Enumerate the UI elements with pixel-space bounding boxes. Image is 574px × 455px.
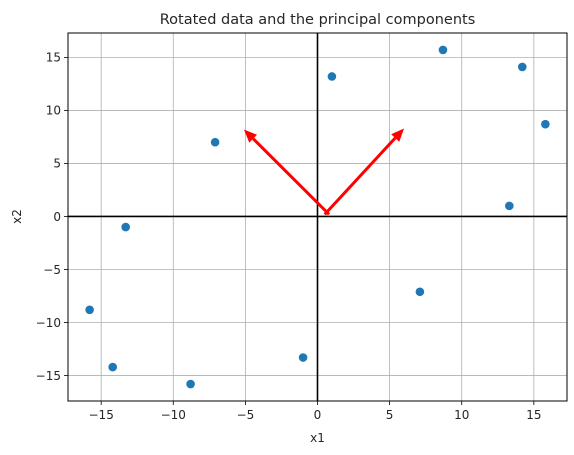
y-tick-label: 10 xyxy=(46,104,61,118)
x-tick-label: 5 xyxy=(386,408,394,422)
data-point xyxy=(108,362,118,372)
x-axis-label: x1 xyxy=(310,431,325,445)
x-tick-label: 0 xyxy=(314,408,322,422)
x-tick-label: −15 xyxy=(89,408,114,422)
x-tick-label: −10 xyxy=(161,408,186,422)
y-axis-ticks: −15 −10 −5 0 5 10 15 xyxy=(36,51,68,383)
data-point xyxy=(298,353,308,362)
reference-lines xyxy=(68,33,567,401)
data-point xyxy=(438,45,448,55)
y-tick-label: −5 xyxy=(43,263,61,277)
data-point xyxy=(327,72,337,81)
y-tick-label: 15 xyxy=(46,51,61,65)
data-point xyxy=(541,119,550,129)
chart-title: Rotated data and the principal component… xyxy=(160,12,476,28)
x-tick-label: −5 xyxy=(237,408,255,422)
arrow-shaft xyxy=(252,137,331,216)
data-point xyxy=(415,287,425,297)
y-axis-label: x2 xyxy=(10,209,24,224)
y-tick-label: 0 xyxy=(53,210,61,224)
arrow-head xyxy=(391,128,405,142)
data-point xyxy=(186,379,195,389)
x-tick-label: 15 xyxy=(526,408,541,422)
principal-component-arrows xyxy=(243,128,405,216)
data-point xyxy=(210,137,220,147)
y-tick-label: −15 xyxy=(36,369,61,383)
y-tick-label: −10 xyxy=(36,316,61,330)
x-tick-label: 10 xyxy=(454,408,469,422)
x-axis-ticks: −15 −10 −5 0 5 10 15 xyxy=(89,401,541,422)
data-points xyxy=(85,45,550,389)
data-point xyxy=(517,62,527,72)
data-point xyxy=(85,305,94,315)
data-point xyxy=(505,201,514,211)
arrow-head xyxy=(243,129,258,143)
data-point xyxy=(121,222,130,232)
y-tick-label: 5 xyxy=(53,157,61,171)
arrow-shaft xyxy=(323,136,397,216)
